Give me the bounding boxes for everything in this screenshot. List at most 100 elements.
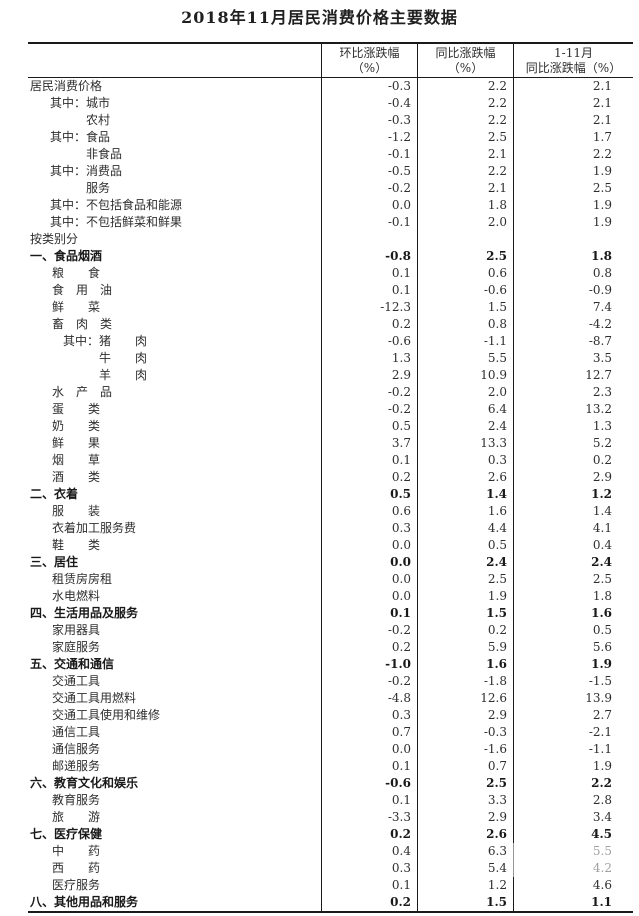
row-label-cell: 水 产 品	[28, 384, 321, 401]
table-row: 交通工具使用和维修 0.3 2.9 2.7	[28, 707, 633, 724]
cell-mom: -1.0	[321, 656, 417, 673]
cell-mom: 0.1	[321, 792, 417, 809]
row-label: 二、衣着	[30, 487, 79, 501]
row-label-cell: 农村	[28, 112, 321, 129]
row-label: 六、教育文化和娱乐	[30, 776, 139, 790]
row-label-cell: 一、食品烟酒	[28, 248, 321, 265]
header-ytd-line1: 1-11月	[554, 45, 593, 60]
cell-yoy: 2.1	[417, 180, 513, 197]
row-label-cell: 家用器具	[28, 622, 321, 639]
table-row: 五、交通和通信 -1.0 1.6 1.9	[28, 656, 633, 673]
cell-yoy: 2.5	[417, 571, 513, 588]
row-label: 鞋 类	[52, 538, 101, 552]
table-row: 食 用 油 0.1 -0.6 -0.9	[28, 282, 633, 299]
table-row: 酒 类 0.2 2.6 2.9	[28, 469, 633, 486]
row-label-cell: 七、医疗保健	[28, 826, 321, 843]
cell-ytd: 13.9	[513, 690, 633, 707]
table-row: 其中：猪 肉 -0.6 -1.1 -8.7	[28, 333, 633, 350]
table-row: 教育服务 0.1 3.3 2.8	[28, 792, 633, 809]
table-row: 其中：消费品 -0.5 2.2 1.9	[28, 163, 633, 180]
cell-mom: -4.8	[321, 690, 417, 707]
cell-yoy	[417, 231, 513, 248]
cell-mom: 1.3	[321, 350, 417, 367]
cell-yoy: 1.8	[417, 197, 513, 214]
cell-mom: 0.3	[321, 707, 417, 724]
cell-ytd: 1.1	[513, 894, 633, 911]
table-row: 家庭服务 0.2 5.9 5.6	[28, 639, 633, 656]
row-label-cell: 其中：不包括食品和能源	[28, 197, 321, 214]
cell-yoy: 3.3	[417, 792, 513, 809]
table-row: 其中：城市 -0.4 2.2 2.1	[28, 95, 633, 112]
cell-mom: 0.4	[321, 843, 417, 860]
row-label: 食 用 油	[52, 283, 113, 297]
row-label-cell: 其中：猪 肉	[28, 333, 321, 350]
row-label: 四、生活用品及服务	[30, 606, 139, 620]
table-row: 水 产 品 -0.2 2.0 2.3	[28, 384, 633, 401]
header-mom-cell: 环比涨跌幅 （%）	[321, 44, 417, 77]
cell-mom: 0.0	[321, 571, 417, 588]
row-label-cell: 其中：城市	[28, 95, 321, 112]
cell-ytd: 2.2	[513, 146, 633, 163]
cell-mom: 0.3	[321, 860, 417, 877]
cell-ytd: 4.6	[513, 877, 633, 894]
cell-ytd: -1.1	[513, 741, 633, 758]
row-label: 租赁房房租	[52, 572, 113, 586]
table-row: 羊 肉 2.9 10.9 12.7	[28, 367, 633, 384]
table-row: 邮递服务 0.1 0.7 1.9	[28, 758, 633, 775]
cell-yoy: 13.3	[417, 435, 513, 452]
cell-yoy: 6.4	[417, 401, 513, 418]
cell-mom: -0.6	[321, 775, 417, 792]
row-label: 其中：不包括食品和能源	[50, 198, 183, 212]
table-row: 一、食品烟酒 -0.8 2.5 1.8	[28, 248, 633, 265]
cell-yoy: 5.5	[417, 350, 513, 367]
table-row: 烟 草 0.1 0.3 0.2	[28, 452, 633, 469]
cell-yoy: 1.5	[417, 605, 513, 622]
cell-mom: 2.9	[321, 367, 417, 384]
cell-ytd	[513, 231, 633, 248]
row-label-cell: 牛 肉	[28, 350, 321, 367]
cell-yoy: 1.2	[417, 877, 513, 894]
table-row: 服务 -0.2 2.1 2.5	[28, 180, 633, 197]
cell-ytd: 1.2	[513, 486, 633, 503]
row-label-cell: 通信服务	[28, 741, 321, 758]
cell-mom: -0.2	[321, 180, 417, 197]
row-label: 邮递服务	[52, 759, 101, 773]
cell-yoy: 2.6	[417, 469, 513, 486]
row-label: 其中：不包括鲜菜和鲜果	[50, 215, 183, 229]
header-mom-line2: （%）	[351, 60, 388, 75]
row-label-cell: 鲜 果	[28, 435, 321, 452]
row-label: 畜 肉 类	[52, 317, 113, 331]
header-yoy-cell: 同比涨跌幅 （%）	[417, 44, 513, 77]
row-label-cell: 鞋 类	[28, 537, 321, 554]
table-row: 非食品 -0.1 2.1 2.2	[28, 146, 633, 163]
cell-yoy: 1.6	[417, 503, 513, 520]
row-label: 居民消费价格	[30, 79, 103, 93]
cell-mom: -0.4	[321, 95, 417, 112]
cell-mom: 0.1	[321, 605, 417, 622]
row-label: 其中：食品	[50, 130, 111, 144]
cell-ytd: 2.7	[513, 707, 633, 724]
row-label-cell: 奶 类	[28, 418, 321, 435]
table-row: 其中：食品 -1.2 2.5 1.7	[28, 129, 633, 146]
cell-yoy: 2.5	[417, 775, 513, 792]
cell-yoy: 0.8	[417, 316, 513, 333]
table-row: 衣着加工服务费 0.3 4.4 4.1	[28, 520, 633, 537]
cell-yoy: -0.6	[417, 282, 513, 299]
row-label-cell: 水电燃料	[28, 588, 321, 605]
header-yoy-line1: 同比涨跌幅	[435, 45, 496, 60]
table-row: 蛋 类 -0.2 6.4 13.2	[28, 401, 633, 418]
cell-mom: -0.2	[321, 401, 417, 418]
cell-ytd: 4.5	[513, 826, 633, 843]
cell-yoy: 1.5	[417, 894, 513, 911]
row-label-cell: 二、衣着	[28, 486, 321, 503]
cell-yoy: 4.4	[417, 520, 513, 537]
row-label-cell: 三、居住	[28, 554, 321, 571]
table-row: 按类别分	[28, 231, 633, 248]
cell-mom: -0.5	[321, 163, 417, 180]
row-label: 蛋 类	[52, 402, 101, 416]
cell-ytd: -0.9	[513, 282, 633, 299]
table-row: 粮 食 0.1 0.6 0.8	[28, 265, 633, 282]
table-row: 水电燃料 0.0 1.9 1.8	[28, 588, 633, 605]
cell-mom: -0.3	[321, 78, 417, 95]
cell-ytd: 1.9	[513, 758, 633, 775]
